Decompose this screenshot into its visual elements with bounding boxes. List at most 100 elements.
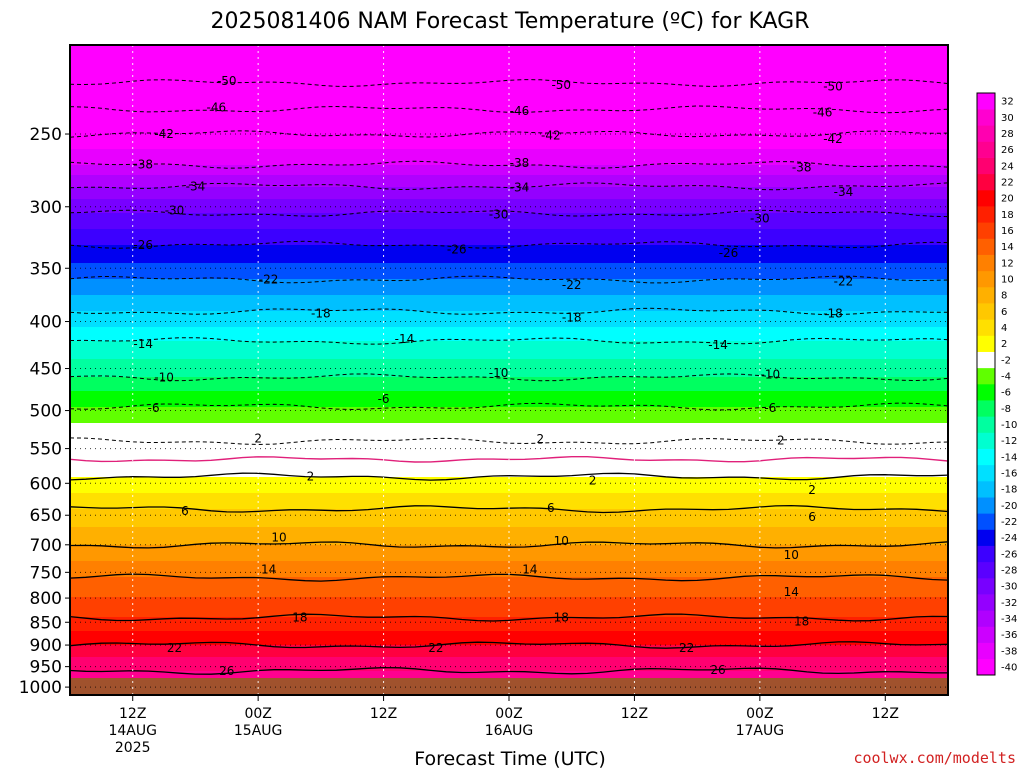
y-tick-label: 950	[30, 658, 62, 678]
temperature-band	[70, 355, 948, 358]
isotherm-label: -6	[378, 392, 390, 406]
isotherm-label: 18	[794, 614, 809, 628]
colorbar-swatch	[977, 367, 995, 385]
temperature-band	[70, 611, 948, 614]
temperature-band	[70, 151, 948, 154]
temperature-band	[70, 71, 948, 74]
colorbar-swatch	[977, 642, 995, 660]
y-tick-label: 450	[30, 360, 62, 380]
temperature-band	[70, 493, 948, 496]
temperature-band	[70, 91, 948, 94]
temperature-band	[70, 539, 948, 542]
colorbar-label: 4	[1001, 323, 1007, 334]
temperature-band	[70, 565, 948, 568]
temperature-band	[70, 293, 948, 296]
temperature-band	[70, 407, 948, 410]
colorbar-swatch	[977, 93, 995, 110]
temperature-band	[70, 119, 948, 122]
colorbar-label: 16	[1001, 226, 1014, 237]
isotherm-label: 6	[547, 501, 555, 515]
colorbar-swatch	[977, 254, 995, 272]
temperature-band	[70, 523, 948, 526]
y-tick-label: 850	[30, 613, 62, 633]
temperature-band	[70, 563, 948, 566]
isotherm-label: -10	[761, 368, 781, 382]
isotherm-label: 2	[777, 434, 785, 448]
temperature-band	[70, 235, 948, 238]
isotherm-label: -50	[823, 80, 843, 94]
temperature-band	[70, 289, 948, 292]
y-tick-label: 650	[30, 506, 62, 526]
isotherm-label: 26	[219, 664, 234, 678]
colorbar-swatch	[977, 658, 995, 676]
y-tick-label: 500	[30, 402, 62, 422]
isotherm-label: -34	[834, 185, 854, 199]
temperature-band	[70, 145, 948, 148]
temperature-band	[70, 319, 948, 322]
colorbar-swatch	[977, 594, 995, 611]
temperature-band	[70, 455, 948, 458]
isotherm-label: -30	[165, 204, 185, 218]
temperature-band	[70, 53, 948, 56]
x-tick-label: 2025	[115, 740, 151, 756]
temperature-band	[70, 485, 948, 488]
temperature-band	[70, 149, 948, 152]
colorbar-swatch	[977, 448, 995, 466]
colorbar-swatch	[977, 206, 995, 223]
temperature-band	[70, 547, 948, 550]
temperature-band	[70, 227, 948, 230]
isotherm-label: 6	[808, 510, 816, 524]
x-tick-label: 12Z	[621, 706, 648, 722]
isotherm-label: 6	[181, 504, 189, 518]
temperature-band	[70, 395, 948, 398]
temperature-band	[70, 85, 948, 88]
colorbar-label: -40	[1001, 662, 1017, 673]
temperature-band	[70, 251, 948, 254]
temperature-band	[70, 161, 948, 164]
isotherm-label: 2	[537, 432, 545, 446]
isotherm-label: -50	[551, 78, 571, 92]
temperature-band	[70, 247, 948, 250]
temperature-band	[70, 323, 948, 326]
colorbar-label: -6	[1001, 388, 1011, 399]
temperature-band	[70, 451, 948, 454]
y-tick-label: 600	[30, 474, 62, 494]
colorbar-label: 22	[1001, 177, 1014, 188]
temperature-band	[70, 403, 948, 406]
temperature-band	[70, 437, 948, 440]
temperature-band	[70, 473, 948, 476]
isotherm-labels: -50 -50 -50-46 -46 -46-42 -42 -42-38 -38 -38-34-…	[133, 74, 853, 678]
y-tick-label: 700	[30, 536, 62, 556]
colorbar-swatch	[977, 561, 995, 579]
colorbar-swatch	[977, 222, 995, 239]
isotherm-label: -34	[510, 181, 530, 195]
colorbar-label: 12	[1001, 258, 1014, 269]
colorbar-swatch	[977, 238, 995, 255]
temperature-band	[70, 353, 948, 356]
isotherm-label: 14	[784, 585, 799, 599]
isotherm-label: -42	[154, 127, 174, 141]
y-tick-label: 550	[30, 440, 62, 460]
temperature-band	[70, 269, 948, 272]
temperature-band	[70, 385, 948, 388]
temperature-band	[70, 283, 948, 286]
temperature-band	[70, 121, 948, 124]
temperature-band	[70, 653, 948, 656]
temperature-band	[70, 221, 948, 224]
isotherm-line	[70, 613, 948, 622]
isotherm-label: 10	[784, 548, 799, 562]
temperature-band	[70, 223, 948, 226]
temperature-band	[70, 599, 948, 602]
temperature-band	[70, 613, 948, 616]
isotherm-label: 10	[271, 530, 286, 544]
temperature-band	[70, 551, 948, 554]
temperature-band	[70, 371, 948, 374]
colorbar-label: -34	[1001, 614, 1017, 625]
colorbar-swatch	[977, 270, 995, 288]
isotherm-label: -46	[510, 104, 530, 118]
isotherm-line	[70, 541, 948, 549]
colorbar-label: 26	[1001, 145, 1014, 156]
temperature-band	[70, 673, 948, 676]
temperature-band	[70, 343, 948, 346]
temperature-band	[70, 629, 948, 632]
